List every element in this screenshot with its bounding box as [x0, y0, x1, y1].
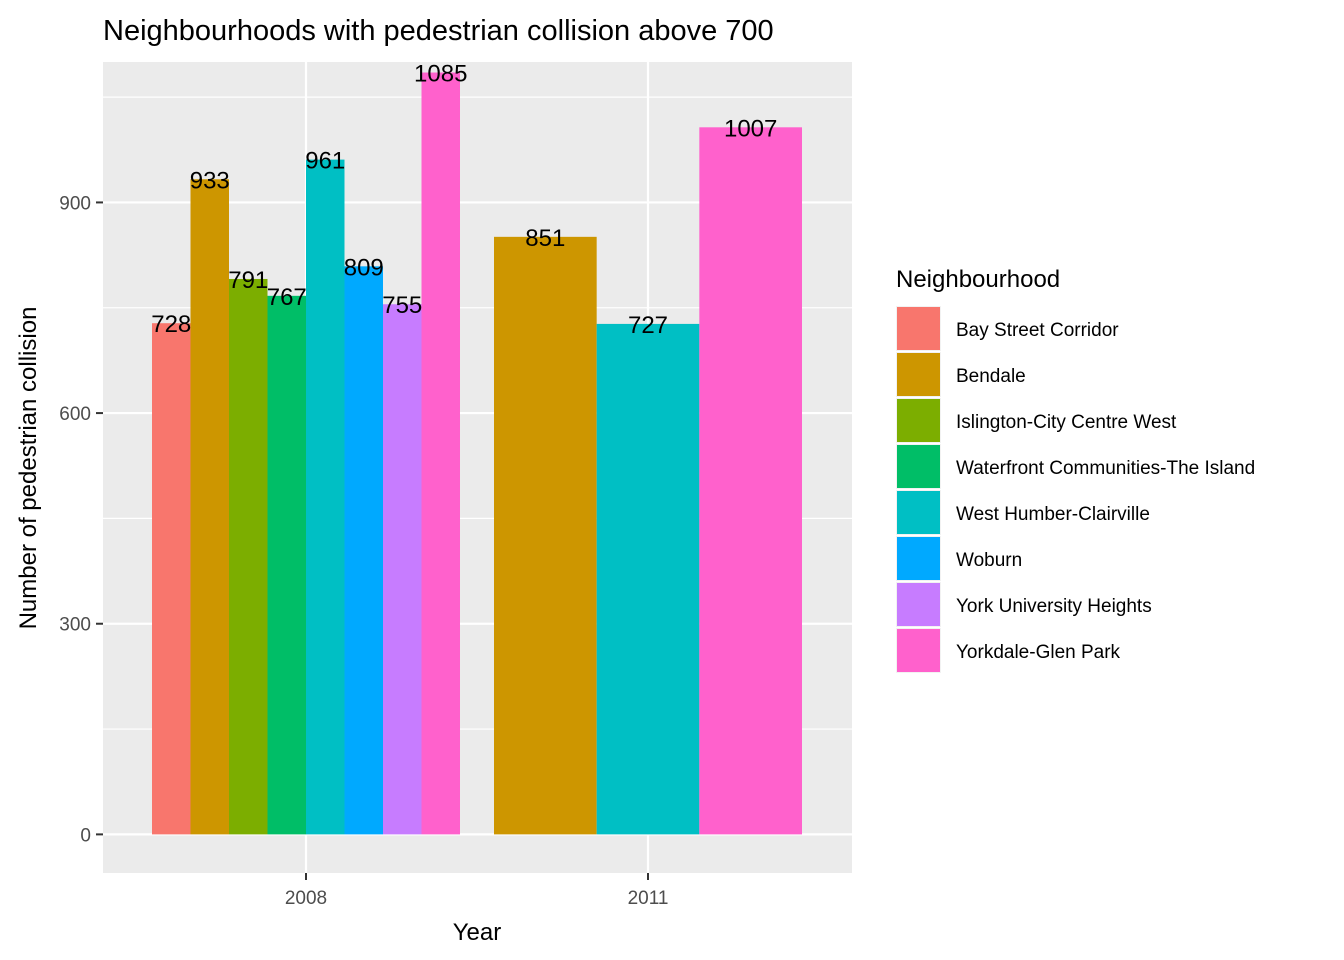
legend-label: Bendale	[956, 366, 1026, 387]
data-label-2008-woburn: 809	[344, 254, 384, 281]
data-label-2008-west-humber-clairville: 961	[305, 148, 345, 175]
data-label-2008-bay-street-corridor: 728	[151, 311, 191, 338]
data-label-2008-bendale: 933	[190, 167, 230, 194]
bar-2008-west-humber-clairville	[306, 159, 345, 835]
bar-2011-bendale	[494, 236, 597, 835]
bar-2008-bendale	[190, 179, 229, 835]
bar-2008-bay-street-corridor	[152, 323, 191, 835]
data-label-2008-yorkdale-glen-park: 1085	[414, 61, 467, 88]
legend-swatch	[897, 537, 940, 580]
legend-swatch	[897, 445, 940, 488]
y-tick-label: 600	[59, 404, 91, 425]
legend-label: York University Heights	[956, 596, 1152, 617]
legend-swatch	[897, 307, 940, 350]
legend: Neighbourhood Bay Street Corridor Bendale…	[896, 266, 1255, 673]
y-tick-label: 300	[59, 615, 91, 636]
legend-swatch	[897, 399, 940, 442]
y-tick-label: 900	[59, 193, 91, 214]
legend-swatch	[897, 353, 940, 396]
legend-swatch	[897, 629, 940, 672]
legend-label: West Humber-Clairville	[956, 504, 1150, 525]
legend-label: Islington-City Centre West	[956, 412, 1177, 433]
legend-swatch	[897, 583, 940, 626]
bar-2011-west-humber-clairville	[596, 323, 700, 835]
bar-2008-waterfront-communities-the-island	[267, 295, 306, 835]
data-label-2011-yorkdale-glen-park: 1007	[724, 115, 777, 142]
legend-title: Neighbourhood	[896, 266, 1060, 293]
bars	[152, 72, 802, 835]
bar-2008-yorkdale-glen-park	[421, 72, 460, 835]
legend-label: Waterfront Communities-The Island	[956, 458, 1255, 479]
data-label-2011-bendale: 851	[525, 225, 565, 252]
chart-title: Neighbourhoods with pedestrian collision…	[103, 15, 774, 47]
bar-2011-yorkdale-glen-park	[699, 127, 802, 835]
data-label-2011-west-humber-clairville: 727	[628, 312, 668, 339]
x-tick-label: 2008	[285, 888, 327, 909]
legend-label: Woburn	[956, 550, 1022, 571]
bar-2008-woburn	[344, 266, 383, 835]
legend-label: Yorkdale-Glen Park	[956, 642, 1121, 663]
x-axis-title: Year	[453, 919, 502, 946]
y-tick-label: 0	[80, 825, 91, 846]
bar-2008-york-university-heights	[383, 304, 422, 835]
x-axis: 2008 2011	[285, 873, 669, 909]
y-axis: 0 300 600 900	[59, 193, 103, 846]
data-label-2008-york-university-heights: 755	[382, 292, 422, 319]
bar-2008-islington-city-centre-west	[229, 278, 268, 835]
legend-label: Bay Street Corridor	[956, 320, 1119, 341]
legend-swatch	[897, 491, 940, 534]
data-label-2008-waterfront-communities-the-island: 767	[267, 284, 307, 311]
y-axis-title: Number of pedestrian collision	[15, 307, 42, 630]
data-label-2008-islington-city-centre-west: 791	[228, 267, 268, 294]
x-tick-label: 2011	[628, 888, 669, 909]
